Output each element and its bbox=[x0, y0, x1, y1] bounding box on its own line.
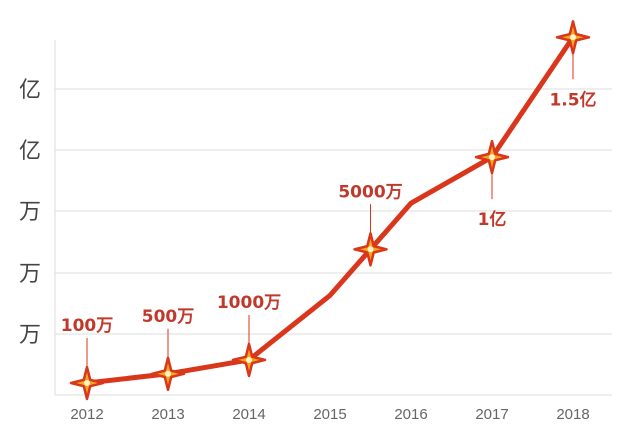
marker-highlight bbox=[570, 34, 576, 41]
data-label: 5000万 bbox=[338, 182, 402, 202]
x-tick-label: 2016 bbox=[394, 406, 427, 423]
data-label: 100万 bbox=[61, 316, 114, 336]
gridlines bbox=[55, 88, 612, 335]
data-label: 500万 bbox=[142, 307, 195, 327]
series-line bbox=[84, 34, 576, 386]
label-leaders bbox=[86, 51, 574, 369]
marker-highlight bbox=[84, 380, 90, 386]
marker-highlight bbox=[165, 370, 171, 377]
marker-highlight bbox=[489, 154, 495, 161]
y-tick-label: 万 bbox=[19, 262, 41, 287]
x-tick-label: 2012 bbox=[70, 406, 103, 423]
data-labels: 100万 500万 1000万 5000万 1亿 1.5亿 bbox=[61, 89, 597, 336]
x-tick-label: 2014 bbox=[232, 406, 265, 423]
x-tick-label: 2013 bbox=[151, 406, 184, 423]
x-tick-labels: 2012 2013 2014 2015 2016 2017 2018 bbox=[70, 406, 589, 423]
series-line-path bbox=[84, 34, 576, 386]
axis-lines bbox=[54, 40, 612, 396]
y-tick-label: 亿 bbox=[19, 78, 41, 103]
x-tick-label: 2017 bbox=[475, 406, 508, 423]
marker-highlight bbox=[246, 356, 252, 363]
y-tick-label: 亿 bbox=[19, 139, 41, 164]
data-label: 1000万 bbox=[217, 293, 281, 313]
marker-highlight bbox=[367, 246, 374, 253]
y-tick-label: 万 bbox=[19, 200, 41, 225]
y-tick-label: 万 bbox=[19, 323, 41, 348]
x-tick-label: 2018 bbox=[556, 406, 589, 423]
data-markers bbox=[69, 20, 591, 401]
data-label: 1亿 bbox=[478, 209, 507, 230]
x-tick-label: 2015 bbox=[313, 406, 346, 423]
data-label: 1.5亿 bbox=[549, 89, 596, 110]
